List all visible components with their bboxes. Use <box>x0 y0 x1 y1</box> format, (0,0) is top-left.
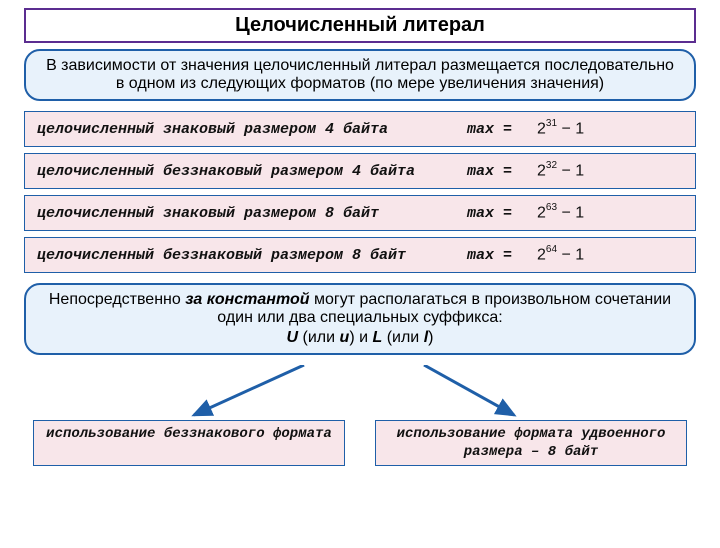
row-max-value: 263 − 1 <box>537 203 683 222</box>
suffix-info-box: Непосредственно за константой могут расп… <box>24 283 696 355</box>
arrows-svg <box>24 365 696 420</box>
suffix-text: Непосредственно за константой могут расп… <box>49 291 671 326</box>
format-row-2: целочисленный беззнаковый размером 4 бай… <box>24 153 696 189</box>
intro-box: В зависимости от значения целочисленный … <box>24 49 696 101</box>
row-desc: целочисленный беззнаковый размером 8 бай… <box>37 247 467 264</box>
row-max-label: max = <box>467 205 537 222</box>
row-desc: целочисленный знаковый размером 4 байта <box>37 121 467 138</box>
page-title: Целочисленный литерал <box>24 8 696 43</box>
arrow-right-icon <box>424 365 514 415</box>
row-max-value: 264 − 1 <box>537 245 683 264</box>
row-max-label: max = <box>467 247 537 264</box>
format-row-1: целочисленный знаковый размером 4 байта … <box>24 111 696 147</box>
row-max-label: max = <box>467 163 537 180</box>
suffix-symbols-line: U (или u) и L (или l) <box>46 329 674 347</box>
bottom-row: использование беззнакового формата испол… <box>24 420 696 466</box>
row-max-label: max = <box>467 121 537 138</box>
format-row-4: целочисленный беззнаковый размером 8 бай… <box>24 237 696 273</box>
row-max-value: 232 − 1 <box>537 161 683 180</box>
row-desc: целочисленный беззнаковый размером 4 бай… <box>37 163 467 180</box>
arrow-left-icon <box>194 365 304 415</box>
format-row-3: целочисленный знаковый размером 8 байт m… <box>24 195 696 231</box>
row-max-value: 231 − 1 <box>537 119 683 138</box>
arrows-area <box>24 365 696 420</box>
unsigned-format-note: использование беззнакового формата <box>33 420 345 466</box>
double-size-note: использование формата удвоенного размера… <box>375 420 687 466</box>
row-desc: целочисленный знаковый размером 8 байт <box>37 205 467 222</box>
